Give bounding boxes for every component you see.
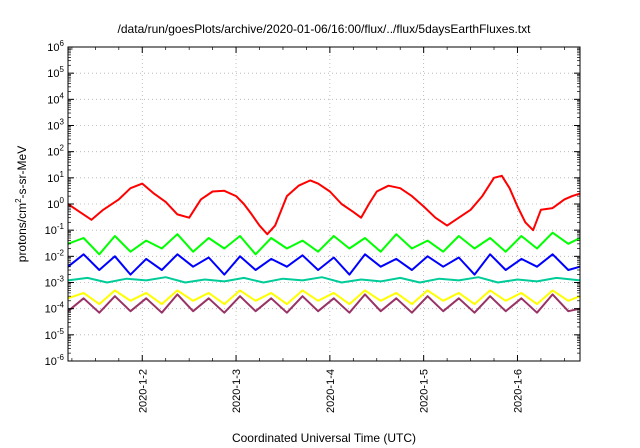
y-tick-exponent: -3 bbox=[57, 275, 65, 284]
series-group bbox=[67, 174, 581, 314]
y-tick-base: 10 bbox=[47, 121, 59, 133]
y-tick-base: 10 bbox=[47, 147, 59, 159]
chart-title: /data/run/goesPlots/archive/2020-01-06/1… bbox=[118, 22, 532, 36]
y-tick-exponent: 4 bbox=[60, 91, 65, 100]
tick-marks bbox=[68, 46, 580, 362]
y-tick-label: 10-5 bbox=[45, 327, 65, 342]
y-tick-exponent: 5 bbox=[60, 65, 65, 74]
y-tick-base: 10 bbox=[45, 330, 57, 342]
series-line-5 bbox=[67, 289, 581, 306]
y-tick-base: 10 bbox=[47, 199, 59, 211]
y-tick-base: 10 bbox=[45, 304, 57, 316]
y-tick-base: 10 bbox=[45, 356, 57, 368]
y-tick-label: 10-3 bbox=[45, 275, 65, 290]
x-tick-label: 2020-1-5 bbox=[419, 369, 431, 413]
y-tick-exponent: -6 bbox=[57, 353, 65, 362]
y-tick-label: 100 bbox=[47, 196, 64, 211]
y-tick-exponent: -2 bbox=[57, 248, 65, 257]
x-tick-label: 2020-1-4 bbox=[325, 369, 337, 413]
y-tick-base: 10 bbox=[47, 173, 59, 185]
series-line-3 bbox=[67, 253, 581, 276]
y-tick-exponent: -5 bbox=[57, 327, 65, 336]
series-line-6 bbox=[67, 293, 581, 314]
y-axis-label: protons/cm2-s-sr-MeV bbox=[14, 146, 29, 262]
y-tick-base: 10 bbox=[47, 42, 59, 54]
y-tick-exponent: 1 bbox=[60, 170, 65, 179]
y-tick-exponent: -4 bbox=[57, 301, 65, 310]
y-tick-exponent: 6 bbox=[60, 39, 65, 48]
x-tick-label: 2020-1-2 bbox=[137, 369, 149, 413]
y-tick-label: 102 bbox=[47, 144, 64, 159]
series-line-1 bbox=[67, 174, 581, 236]
y-axis-label-exponent: 2 bbox=[14, 198, 23, 203]
x-tick-labels: 2020-1-2 2020-1-3 2020-1-4 2020-1-5 2020-1-6 bbox=[137, 369, 524, 413]
y-tick-labels: 10-610-510-410-310-210-11001011021031041… bbox=[45, 39, 65, 368]
y-tick-label: 105 bbox=[47, 65, 64, 80]
y-tick-label: 10-1 bbox=[45, 222, 65, 237]
y-tick-label: 10-4 bbox=[45, 301, 65, 316]
y-tick-label: 104 bbox=[47, 91, 64, 106]
y-tick-base: 10 bbox=[45, 225, 57, 237]
y-tick-base: 10 bbox=[47, 68, 59, 80]
grid-lines bbox=[68, 47, 580, 361]
y-tick-base: 10 bbox=[47, 94, 59, 106]
series-line-2 bbox=[67, 231, 581, 256]
x-axis-label: Coordinated Universal Time (UTC) bbox=[232, 431, 416, 445]
y-axis-label-base: protons/cm bbox=[15, 203, 29, 262]
series-line-4 bbox=[67, 276, 581, 284]
y-tick-base: 10 bbox=[45, 251, 57, 263]
y-tick-label: 101 bbox=[47, 170, 64, 185]
x-tick-label: 2020-1-3 bbox=[231, 369, 243, 413]
y-tick-label: 106 bbox=[47, 39, 64, 54]
y-axis-label-rest: -s-sr-MeV bbox=[15, 146, 29, 199]
y-tick-label: 10-6 bbox=[45, 353, 65, 368]
y-tick-label: 103 bbox=[47, 118, 64, 133]
y-tick-base: 10 bbox=[45, 278, 57, 290]
y-tick-exponent: -1 bbox=[57, 222, 65, 231]
y-tick-exponent: 2 bbox=[60, 144, 65, 153]
x-tick-label: 2020-1-6 bbox=[512, 369, 524, 413]
y-tick-exponent: 0 bbox=[60, 196, 65, 205]
y-tick-label: 10-2 bbox=[45, 248, 65, 263]
y-tick-exponent: 3 bbox=[60, 118, 65, 127]
